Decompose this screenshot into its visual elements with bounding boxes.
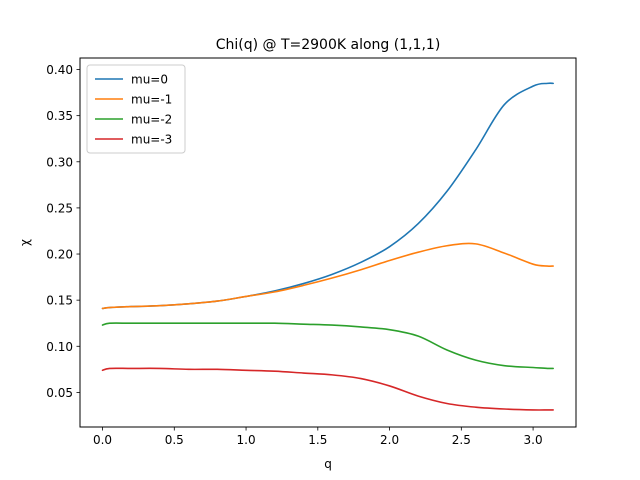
chart-title: Chi(q) @ T=2900K along (1,1,1): [216, 37, 441, 53]
y-tick-label: 0.15: [46, 294, 73, 308]
x-tick-label: 1.0: [237, 433, 256, 447]
x-tick-label: 0.5: [165, 433, 184, 447]
x-axis-title: q: [324, 457, 332, 471]
y-axis-title: χ: [18, 239, 32, 246]
legend-label: mu=0: [131, 73, 168, 87]
y-tick-label: 0.20: [46, 248, 73, 262]
plot-frame: [79, 57, 577, 428]
series-line-3: [101, 367, 554, 411]
legend-label: mu=-2: [131, 113, 172, 127]
y-tick-label: 0.30: [46, 155, 73, 169]
legend-label: mu=-3: [131, 133, 172, 147]
x-tick-label: 0.0: [93, 433, 112, 447]
series-line-2: [101, 322, 554, 370]
x-axis-ticks: 0.0 0.5 1.0 1.5 2.0 2.5 3.0: [93, 427, 543, 447]
y-tick-label: 0.10: [46, 340, 73, 354]
legend-label: mu=-1: [131, 93, 172, 107]
y-tick-label: 0.40: [46, 63, 73, 77]
y-axis-ticks: 0.05 0.10 0.15 0.20 0.25 0.30 0.35 0.40: [46, 63, 80, 400]
legend: mu=0 mu=-1 mu=-2 mu=-3: [86, 64, 186, 154]
legend-box: [86, 64, 186, 154]
x-tick-label: 2.0: [380, 433, 399, 447]
series-lines: [101, 82, 554, 411]
y-tick-label: 0.05: [46, 386, 73, 400]
x-tick-label: 1.5: [308, 433, 327, 447]
x-tick-label: 2.5: [452, 433, 471, 447]
series-line-1: [101, 242, 554, 310]
y-tick-label: 0.25: [46, 201, 73, 215]
x-tick-label: 3.0: [524, 433, 543, 447]
y-tick-label: 0.35: [46, 109, 73, 123]
